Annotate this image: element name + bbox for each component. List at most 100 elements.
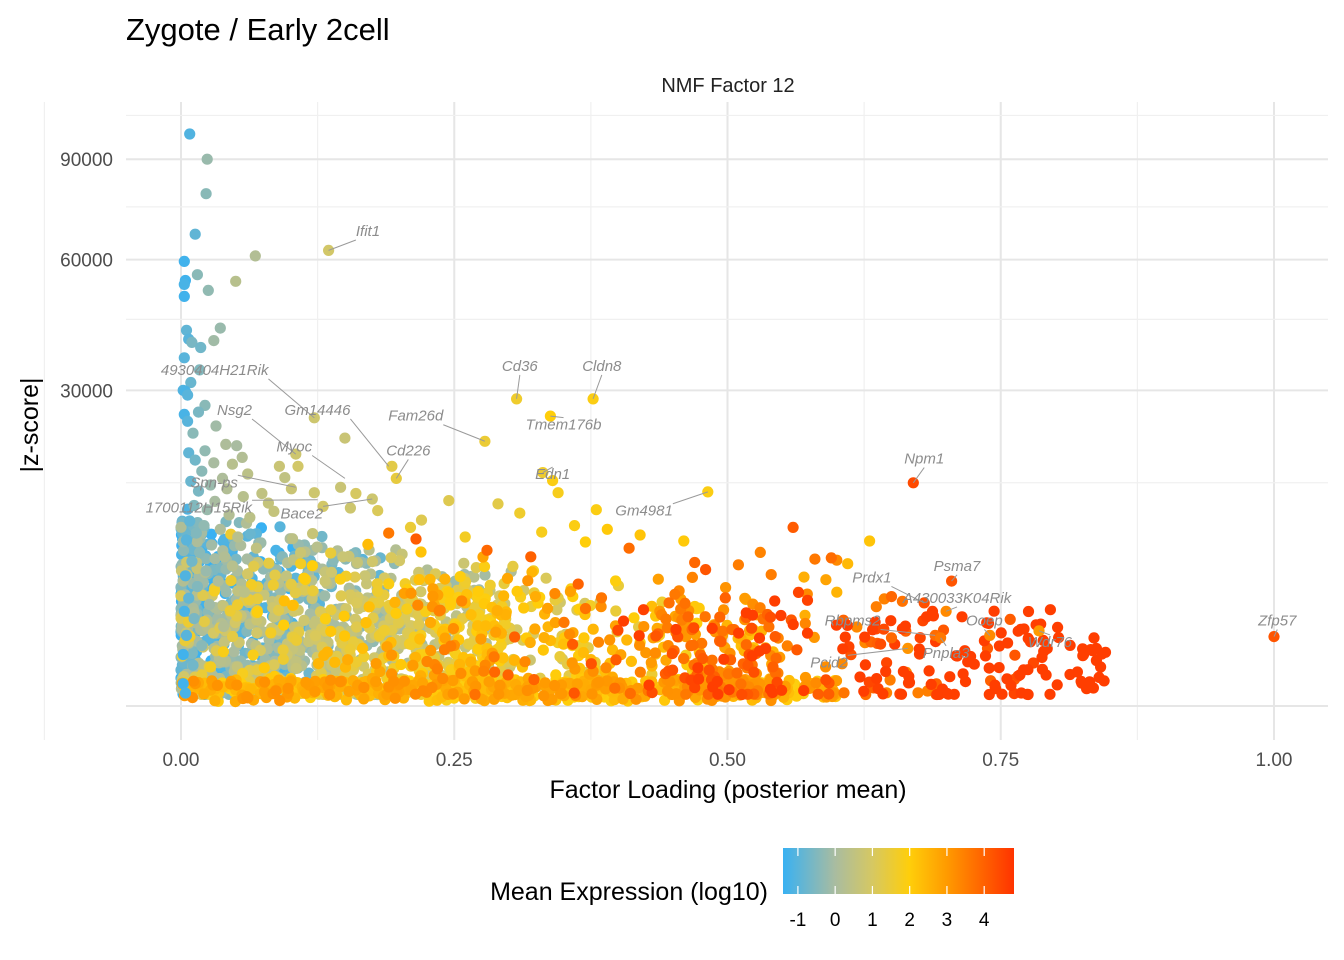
scatter-point xyxy=(434,604,446,616)
scatter-point xyxy=(241,553,253,565)
scatter-point xyxy=(592,636,605,648)
scatter-point xyxy=(278,619,290,631)
scatter-point xyxy=(700,564,712,576)
scatter-point xyxy=(438,644,451,656)
scatter-point xyxy=(307,585,319,597)
scatter-point xyxy=(935,632,947,644)
scatter-point xyxy=(923,665,935,677)
scatter-point xyxy=(415,586,427,598)
scatter-point xyxy=(666,648,678,660)
gene-label: Cd226 xyxy=(386,442,431,459)
label-leader-line xyxy=(237,474,296,488)
gene-label: Ooep xyxy=(966,613,1003,630)
scatter-point xyxy=(218,636,230,648)
scatter-point xyxy=(628,612,640,624)
gene-label: Bace2 xyxy=(281,505,324,522)
scatter-point xyxy=(349,571,361,583)
scatter-point xyxy=(177,678,189,690)
scatter-point xyxy=(228,646,240,658)
scatter-point xyxy=(993,662,1005,674)
scatter-point xyxy=(205,528,217,540)
scatter-point xyxy=(472,585,484,597)
scatter-point xyxy=(209,553,221,565)
scatter-point xyxy=(643,679,655,691)
scatter-point xyxy=(359,570,371,582)
colorbar-tick-label: 1 xyxy=(867,910,878,931)
scatter-point xyxy=(837,643,849,655)
scatter-point xyxy=(993,640,1006,652)
label-leader-line xyxy=(542,466,553,474)
scatter-point xyxy=(640,647,652,659)
scatter-point xyxy=(209,495,221,507)
scatter-point xyxy=(870,601,882,613)
scatter-point xyxy=(198,616,210,628)
scatter-point xyxy=(877,688,889,700)
scatter-point xyxy=(830,619,843,631)
scatter-point xyxy=(195,341,207,354)
scatter-point xyxy=(178,290,190,302)
scatter-point xyxy=(600,662,612,674)
scatter-point xyxy=(268,659,280,671)
scatter-point xyxy=(604,634,616,646)
scatter-point xyxy=(389,692,401,704)
scatter-point xyxy=(661,622,674,634)
scatter-point xyxy=(295,558,307,570)
label-leader-line xyxy=(891,585,925,604)
scatter-point xyxy=(242,692,254,704)
scatter-point xyxy=(277,653,289,665)
scatter-point xyxy=(740,639,752,651)
scatter-point xyxy=(1099,646,1112,658)
scatter-point xyxy=(483,676,495,688)
gene-label: Edn1 xyxy=(535,466,570,483)
scatter-point xyxy=(386,460,398,472)
scatter-point xyxy=(1018,623,1030,635)
scatter-point xyxy=(299,584,311,596)
scatter-point xyxy=(244,511,256,524)
scatter-point xyxy=(706,654,718,666)
scatter-point xyxy=(624,687,636,700)
scatter-point xyxy=(841,619,854,632)
scatter-point xyxy=(427,590,439,602)
x-tick-label: 0.75 xyxy=(982,750,1019,771)
scatter-point xyxy=(839,631,851,643)
scatter-point xyxy=(226,458,238,470)
label-leader-line xyxy=(328,239,357,251)
scatter-point xyxy=(351,621,363,633)
label-leader-line xyxy=(945,606,958,612)
scatter-point xyxy=(306,560,318,572)
scatter-point xyxy=(881,657,893,669)
scatter-point xyxy=(638,621,650,633)
scatter-point xyxy=(1044,604,1056,616)
scatter-point xyxy=(633,630,645,642)
scatter-point xyxy=(458,557,470,569)
scatter-point xyxy=(521,684,533,697)
scatter-point xyxy=(200,565,212,577)
scatter-point xyxy=(370,658,382,670)
scatter-point xyxy=(231,679,243,691)
scatter-point xyxy=(678,653,690,665)
scatter-point xyxy=(511,585,523,598)
scatter-point xyxy=(351,557,363,569)
scatter-point xyxy=(514,507,526,519)
scatter-point xyxy=(680,688,692,700)
scatter-point xyxy=(334,573,346,585)
scatter-point xyxy=(413,574,425,586)
scatter-point xyxy=(540,572,552,584)
scatter-point xyxy=(787,521,799,534)
scatter-point xyxy=(925,678,937,691)
gene-label: Pnpla3 xyxy=(923,645,970,662)
scatter-point xyxy=(859,631,871,643)
scatter-point xyxy=(549,679,561,692)
scatter-point xyxy=(842,558,854,570)
scatter-point xyxy=(335,590,347,602)
scatter-point xyxy=(799,617,811,630)
scatter-point xyxy=(510,393,523,405)
scatter-point xyxy=(689,556,701,569)
scatter-point xyxy=(325,625,337,638)
scatter-point xyxy=(942,688,954,700)
scatter-point xyxy=(464,638,476,650)
scatter-point xyxy=(242,568,254,580)
gene-label: Psma7 xyxy=(934,558,981,575)
scatter-point xyxy=(187,427,199,439)
scatter-point xyxy=(287,599,299,611)
